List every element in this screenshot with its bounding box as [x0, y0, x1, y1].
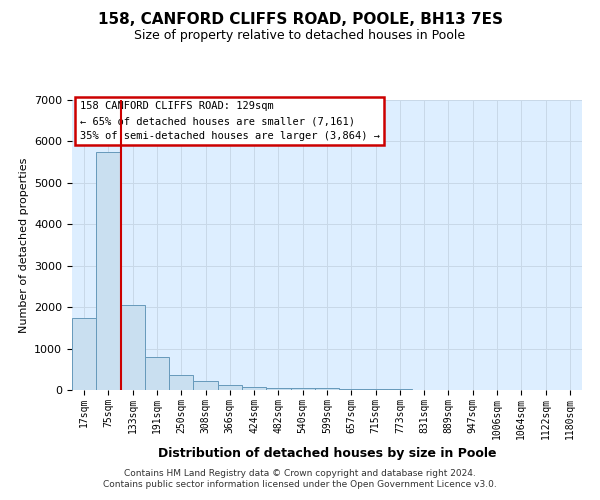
Bar — [72, 318, 96, 390]
Bar — [121, 305, 145, 390]
Text: 158 CANFORD CLIFFS ROAD: 129sqm
← 65% of detached houses are smaller (7,161)
35%: 158 CANFORD CLIFFS ROAD: 129sqm ← 65% of… — [80, 102, 380, 141]
Text: Contains public sector information licensed under the Open Government Licence v3: Contains public sector information licen… — [103, 480, 497, 489]
Text: 158, CANFORD CLIFFS ROAD, POOLE, BH13 7ES: 158, CANFORD CLIFFS ROAD, POOLE, BH13 7E… — [97, 12, 503, 28]
Y-axis label: Number of detached properties: Number of detached properties — [19, 158, 29, 332]
Bar — [339, 389, 364, 390]
Bar — [364, 389, 388, 390]
Bar — [145, 357, 169, 390]
X-axis label: Distribution of detached houses by size in Poole: Distribution of detached houses by size … — [158, 447, 496, 460]
Bar — [315, 388, 339, 390]
Text: Size of property relative to detached houses in Poole: Size of property relative to detached ho… — [134, 29, 466, 42]
Bar — [218, 384, 242, 390]
Bar — [96, 152, 121, 390]
Bar — [193, 381, 218, 390]
Bar — [169, 374, 193, 390]
Bar — [290, 388, 315, 390]
Bar — [266, 388, 290, 390]
Text: Contains HM Land Registry data © Crown copyright and database right 2024.: Contains HM Land Registry data © Crown c… — [124, 468, 476, 477]
Bar — [242, 386, 266, 390]
